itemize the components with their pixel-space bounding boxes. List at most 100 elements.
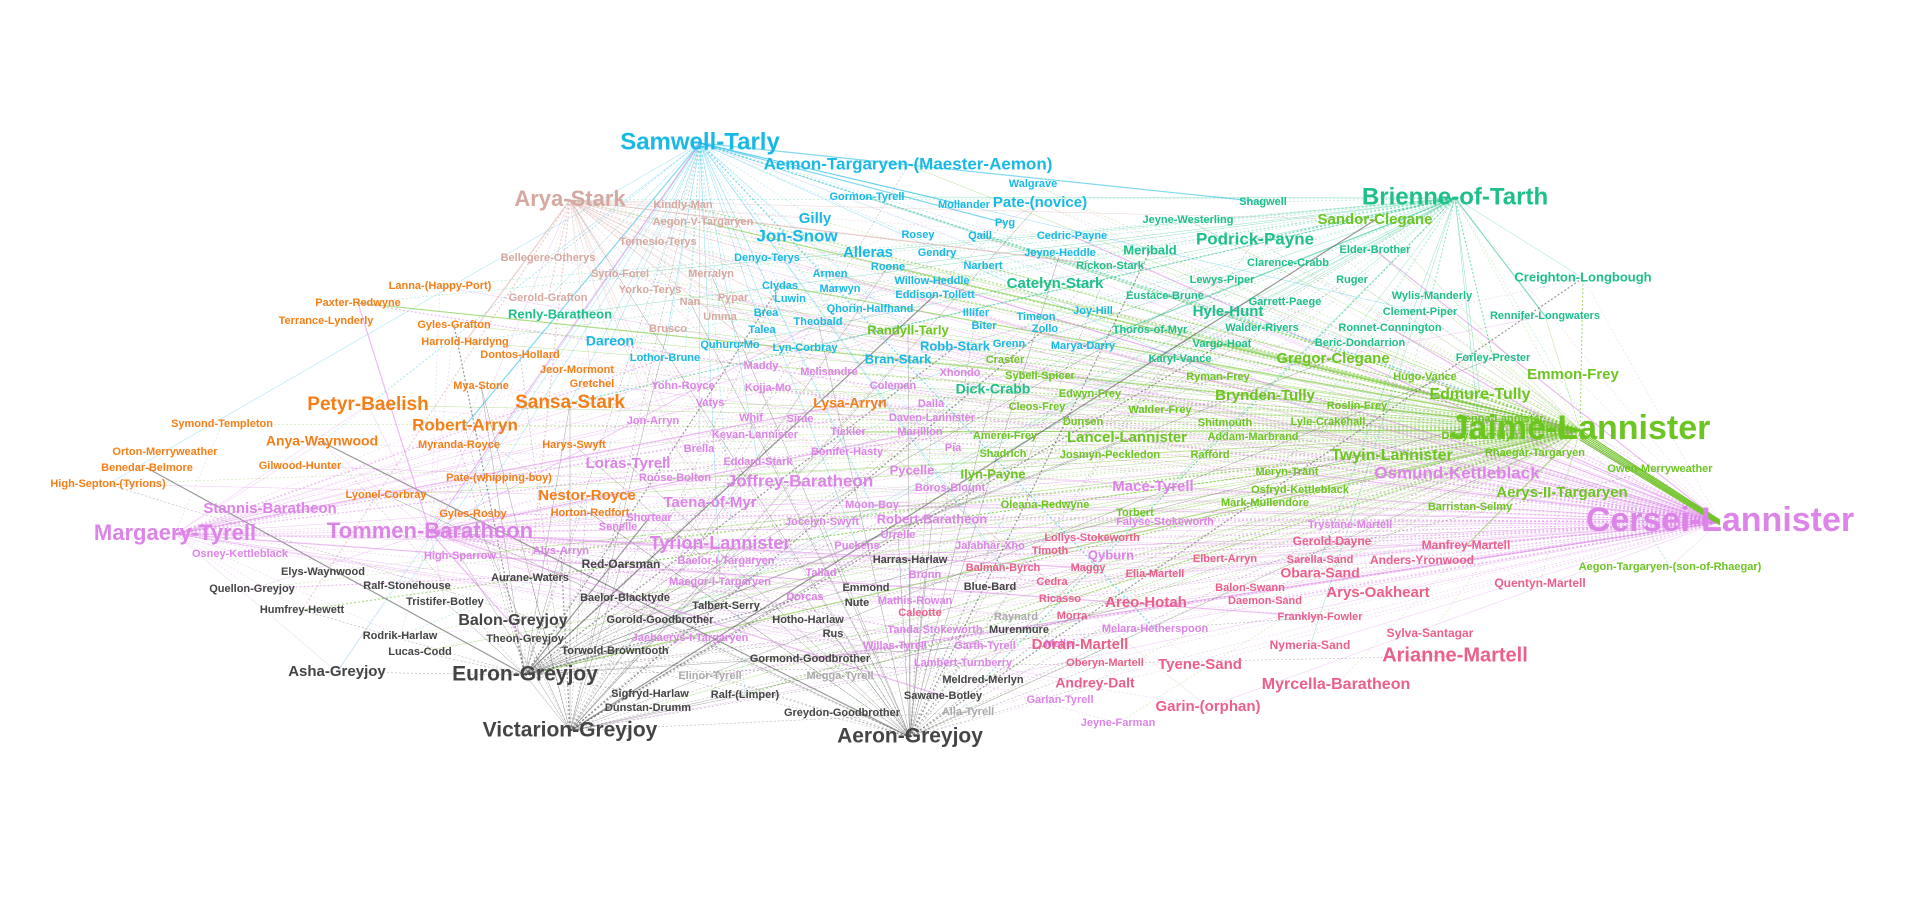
- node-narbert: Narbert: [963, 260, 1002, 272]
- node-pate-novice: Pate-(novice): [993, 194, 1087, 211]
- edge: [1224, 422, 1581, 431]
- edge: [1419, 311, 1581, 431]
- edge: [1071, 521, 1721, 617]
- edge: [429, 531, 1321, 575]
- node-roone: Roone: [871, 261, 905, 273]
- edge: [429, 531, 841, 677]
- edge: [569, 431, 849, 732]
- node-victarion-greyjoy: Victarion-Greyjoy: [483, 719, 658, 742]
- node-edwyn-frey: Edwyn-Frey: [1059, 388, 1122, 400]
- node-jaime-lannister: Jaime-Lannister: [1450, 409, 1711, 447]
- node-emmon-frey: Emmon-Frey: [1527, 366, 1619, 383]
- edge: [699, 142, 734, 299]
- node-pia: Pia: [945, 442, 962, 454]
- node-tallad: Tallad: [806, 567, 837, 579]
- edge: [569, 357, 1494, 732]
- edge: [1454, 197, 1671, 568]
- edge: [399, 521, 1721, 637]
- edge: [569, 402, 1581, 431]
- node-creighton-longbough: Creighton-Longbough: [1514, 269, 1651, 284]
- node-raynard: Raynard: [994, 611, 1038, 623]
- edge: [524, 674, 651, 695]
- node-gormond-goodbrother: Gormond-Goodbrother: [750, 653, 871, 665]
- node-stannis-baratheon: Stannis-Baratheon: [203, 500, 336, 517]
- edge: [524, 279, 1223, 676]
- edge: [1002, 429, 1581, 569]
- node-jalabhar-xho: Jalabhar-Xho: [955, 540, 1025, 552]
- edge: [429, 477, 676, 533]
- edge: [569, 605, 727, 732]
- node-torwold-browntooth: Torwold-Browntooth: [561, 645, 669, 657]
- edge: [909, 662, 1106, 738]
- edge: [174, 533, 1321, 618]
- edge: [909, 683, 1096, 738]
- edge: [1579, 435, 1721, 524]
- node-hugo-vance: Hugo-Vance: [1393, 371, 1457, 383]
- edge: [930, 403, 1581, 431]
- node-podrick-payne: Podrick-Payne: [1196, 229, 1314, 248]
- edge: [569, 602, 1147, 732]
- edge: [569, 199, 1581, 431]
- edge: [847, 429, 1581, 433]
- edge: [689, 142, 701, 303]
- edge: [1431, 295, 1581, 431]
- edge: [569, 199, 711, 504]
- edge: [1199, 521, 1721, 666]
- edge: [1469, 429, 1581, 508]
- edge: [569, 199, 1223, 281]
- node-aemon-targaryen-maester-aemon: Aemon-Targaryen-(Maester-Aemon): [764, 154, 1053, 173]
- node-vargo-hoat: Vargo-Hoat: [1193, 338, 1252, 350]
- edge: [480, 385, 526, 676]
- edge: [524, 638, 571, 732]
- edge: [866, 196, 1456, 199]
- edge: [930, 403, 1721, 523]
- edge: [1039, 375, 1721, 523]
- edge: [1374, 249, 1721, 523]
- node-xhondo: Xhondo: [940, 367, 981, 379]
- edge: [967, 521, 1721, 713]
- node-symond-templeton: Symond-Templeton: [171, 418, 273, 430]
- edge: [1044, 328, 1581, 431]
- node-meryn-trant: Meryn-Trant: [1256, 466, 1319, 478]
- node-loras-tyrell: Loras-Tyrell: [586, 455, 671, 472]
- node-karyl-vance: Karyl-Vance: [1149, 353, 1212, 365]
- node-gorold-goodbrother: Gorold-Goodbrother: [607, 614, 715, 626]
- node-robert-baratheon: Robert-Baratheon: [877, 511, 988, 526]
- edge: [804, 596, 911, 738]
- node-high-septon-tyrions: High-Septon-(Tyrions): [50, 478, 166, 490]
- edge: [907, 330, 1721, 523]
- edge: [1262, 197, 1456, 203]
- edge: [624, 521, 1721, 599]
- edge: [659, 429, 1581, 621]
- node-nan: Nan: [680, 296, 701, 308]
- edge: [1351, 197, 1456, 281]
- node-osney-kettleblack: Osney-Kettleblack: [192, 548, 289, 560]
- edge: [429, 531, 1089, 569]
- node-coleman: Coleman: [870, 380, 917, 392]
- node-sansa-stark: Sansa-Stark: [515, 392, 625, 413]
- node-rodrik-harlaw: Rodrik-Harlaw: [363, 630, 438, 642]
- node-megga-tyrell: Megga-Tyrell: [806, 670, 873, 682]
- edge: [569, 199, 1541, 585]
- node-gilwood-hunter: Gilwood-Hunter: [259, 460, 342, 472]
- edge: [1117, 429, 1581, 724]
- edge: [1252, 429, 1581, 438]
- edge: [659, 197, 1456, 621]
- edge: [429, 431, 921, 533]
- edge: [699, 142, 1106, 664]
- edge: [524, 358, 1334, 676]
- edge: [909, 586, 991, 738]
- edge: [1149, 250, 1721, 523]
- edge: [429, 531, 984, 681]
- node-petyr-baelish: Petyr-Baelish: [307, 394, 428, 415]
- node-whif: Whif: [739, 412, 763, 424]
- edge: [569, 199, 809, 621]
- edge: [569, 468, 1661, 732]
- edge: [559, 197, 1456, 316]
- edge: [174, 311, 1229, 535]
- edge: [524, 645, 986, 676]
- node-caleotte: Caleotte: [898, 607, 941, 619]
- node-jocelyn-swyft: Jocelyn-Swyft: [785, 516, 859, 528]
- edge: [699, 142, 759, 463]
- edge: [569, 199, 611, 343]
